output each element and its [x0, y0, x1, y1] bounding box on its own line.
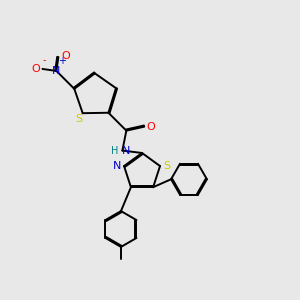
Text: O: O	[147, 122, 156, 132]
Text: N: N	[122, 146, 130, 156]
Text: +: +	[58, 56, 66, 66]
Text: O: O	[31, 64, 40, 74]
Text: N: N	[52, 66, 61, 76]
Text: S: S	[75, 114, 82, 124]
Text: O: O	[61, 51, 70, 61]
Text: -: -	[43, 55, 46, 65]
Text: S: S	[164, 161, 171, 171]
Text: H: H	[111, 146, 118, 156]
Text: N: N	[113, 161, 121, 171]
